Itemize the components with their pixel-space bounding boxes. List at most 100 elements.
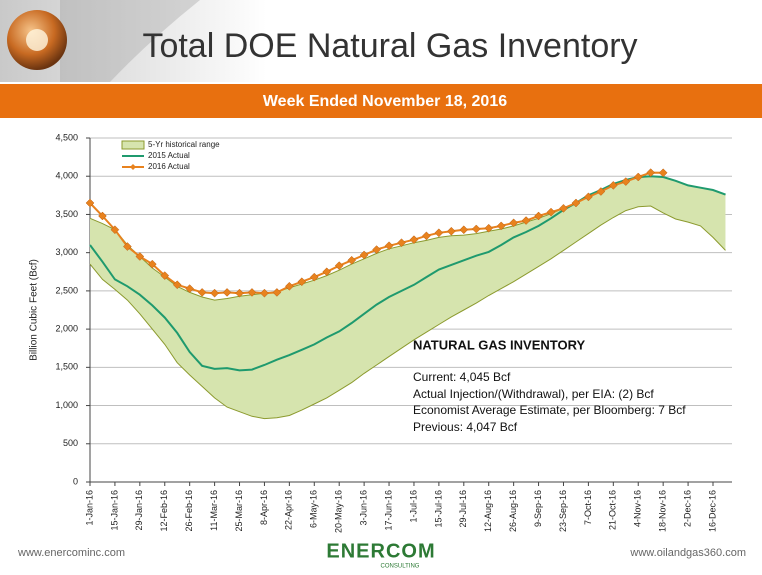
point-marker xyxy=(459,225,469,235)
x-tick-label: 2-Dec-16 xyxy=(682,490,692,527)
x-tick-label: 18-Nov-16 xyxy=(658,490,668,532)
x-tick-label: 11-Mar-16 xyxy=(209,490,219,531)
point-marker xyxy=(446,226,456,236)
x-tick-label: 3-Jun-16 xyxy=(358,490,368,526)
point-marker xyxy=(584,192,593,202)
x-tick-label: 17-Jun-16 xyxy=(383,490,393,531)
y-tick-label: 4,500 xyxy=(55,132,78,142)
y-tick-label: 0 xyxy=(73,476,78,486)
point-marker xyxy=(409,235,419,245)
y-tick-label: 1,000 xyxy=(55,400,78,410)
x-tick-label: 1-Jul-16 xyxy=(408,490,418,523)
point-marker xyxy=(160,271,170,280)
point-marker xyxy=(546,207,556,217)
point-marker xyxy=(534,211,543,221)
x-tick-label: 1-Jan-16 xyxy=(84,490,94,526)
point-marker xyxy=(397,238,406,248)
point-marker xyxy=(185,284,195,293)
legend-swatch xyxy=(121,140,145,150)
series-line xyxy=(89,175,726,372)
point-marker xyxy=(521,216,531,225)
legend-label: 5-Yr historical range xyxy=(148,140,220,149)
range-area xyxy=(90,176,726,419)
footer-logo: ENERCOM xyxy=(326,540,435,562)
range-edge xyxy=(89,205,726,420)
annotation-line: Economist Average Estimate, per Bloomber… xyxy=(413,403,686,417)
x-tick-label: 29-Jul-16 xyxy=(458,490,468,528)
x-tick-label: 26-Feb-16 xyxy=(184,490,194,532)
point-marker xyxy=(596,187,606,196)
annotation: NATURAL GAS INVENTORY Current: 4,045 Bcf… xyxy=(413,337,686,434)
x-tick-label: 29-Jan-16 xyxy=(134,490,144,531)
point-marker xyxy=(422,231,431,241)
point-marker xyxy=(372,245,381,254)
y-tick-label: 3,000 xyxy=(55,247,78,257)
header-swoosh xyxy=(60,0,200,82)
x-tick-label: 8-Apr-16 xyxy=(259,490,269,525)
point-marker xyxy=(484,223,494,233)
point-marker xyxy=(496,221,506,231)
point-marker xyxy=(621,177,631,186)
x-tick-label: 15-Jul-16 xyxy=(433,490,443,528)
legend-label: 2016 Actual xyxy=(148,162,190,171)
point-marker xyxy=(135,252,145,261)
point-marker xyxy=(285,281,294,291)
annotation-line: Actual Injection/(Withdrawal), per EIA: … xyxy=(413,387,654,401)
x-tick-label: 16-Dec-16 xyxy=(707,490,717,532)
point-marker xyxy=(235,288,244,298)
plot: 0 500 1,000 1,500 2,000 2,500 3,000 3,500 4,000 4… xyxy=(55,132,732,533)
x-tick-label: 23-Sep-16 xyxy=(558,490,568,532)
point-marker xyxy=(197,288,207,297)
point-marker xyxy=(509,218,518,228)
point-marker xyxy=(471,224,481,234)
x-tick-label: 12-Feb-16 xyxy=(159,490,169,532)
footer-right: www.oilandgas360.com xyxy=(629,547,746,559)
point-marker xyxy=(434,228,444,238)
header-band xyxy=(0,0,762,82)
x-tick-label: 6-May-16 xyxy=(309,490,319,528)
point-marker xyxy=(297,277,307,287)
footer-logo-sub: CONSULTING xyxy=(381,564,420,570)
x-tick-label: 21-Oct-16 xyxy=(608,490,618,530)
chart-title: Total DOE Natural Gas Inventory xyxy=(142,27,637,65)
point-marker xyxy=(260,288,269,298)
y-tick-label: 2,500 xyxy=(55,285,78,295)
point-marker xyxy=(98,211,107,221)
point-marker xyxy=(172,280,182,290)
x-tick-label: 25-Mar-16 xyxy=(234,490,244,532)
x-tick-label: 12-Aug-16 xyxy=(483,490,493,532)
annotation-line: Previous: 4,047 Bcf xyxy=(413,420,518,434)
annotation-line: Current: 4,045 Bcf xyxy=(413,370,511,384)
point-marker xyxy=(222,288,232,297)
subtitle-band xyxy=(0,84,762,118)
point-marker xyxy=(334,261,344,271)
x-tick-label: 22-Apr-16 xyxy=(284,490,294,530)
x-tick-label: 7-Oct-16 xyxy=(583,490,593,525)
annotation-title: NATURAL GAS INVENTORY xyxy=(413,337,585,352)
x-tick-label: 20-May-16 xyxy=(334,490,344,533)
y-tick-label: 4,000 xyxy=(55,171,78,181)
point-marker xyxy=(608,181,618,190)
x-tick-label: 9-Sep-16 xyxy=(533,490,543,527)
x-tick-label: 4-Nov-16 xyxy=(633,490,643,527)
point-marker xyxy=(272,288,282,297)
footer-left: www.enercominc.com xyxy=(17,547,125,559)
point-marker xyxy=(147,259,157,269)
point-marker xyxy=(210,288,219,298)
point-marker xyxy=(359,250,369,260)
x-tick-label: 15-Jan-16 xyxy=(109,490,119,531)
point-marker xyxy=(571,198,581,208)
point-marker xyxy=(559,203,568,213)
y-tick-label: 500 xyxy=(63,438,78,448)
legend-label: 2015 Actual xyxy=(148,151,190,160)
point-marker xyxy=(309,272,319,282)
y-tick-label: 3,500 xyxy=(55,209,78,219)
point-marker xyxy=(347,255,357,265)
y-axis-label: Billion Cubic Feet (Bcf) xyxy=(29,259,40,361)
point-marker xyxy=(658,168,668,178)
y-tick-label: 2,000 xyxy=(55,323,78,333)
point-marker xyxy=(646,168,656,177)
point-marker xyxy=(384,241,394,251)
point-marker xyxy=(633,172,643,182)
